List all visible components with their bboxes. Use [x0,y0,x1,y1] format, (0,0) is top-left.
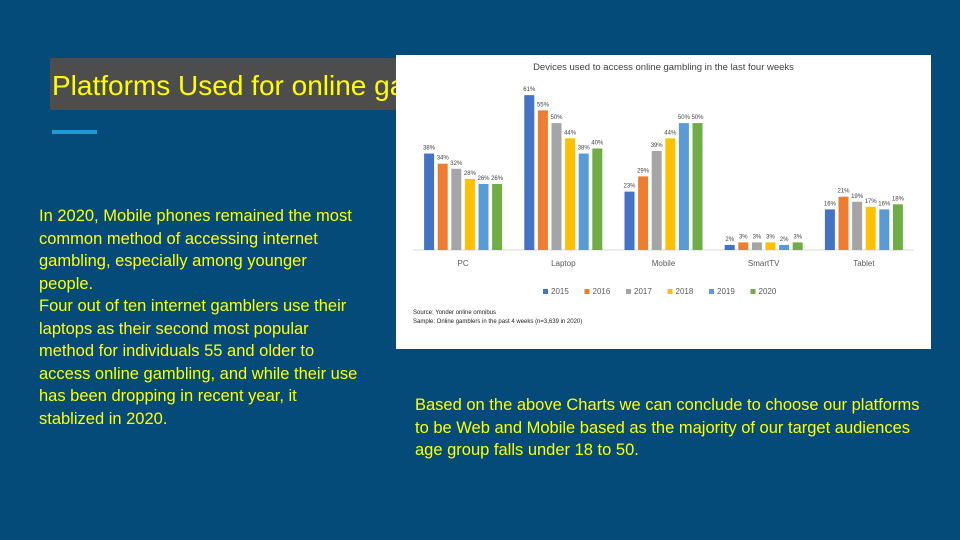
bar-tablet-2018 [865,206,876,250]
data-label: 29% [637,168,650,174]
legend-label-2020: 2020 [759,287,777,296]
data-label: 19% [851,194,864,200]
data-label: 2% [780,237,789,243]
data-label: 61% [523,87,536,93]
bar-laptop-2019 [578,153,589,250]
data-label: 38% [423,146,436,152]
legend-swatch-2015 [543,289,548,294]
bar-mobile-2019 [678,123,689,250]
legend-label-2015: 2015 [551,287,569,296]
data-label: 38% [578,146,591,152]
chart-title: Devices used to access online gambling i… [533,62,794,73]
data-label: 44% [564,130,577,136]
source-line: Source: Yonder online omnibus [413,310,497,316]
data-label: 2% [725,237,734,243]
legend-swatch-2020 [750,289,756,294]
data-label: 17% [865,199,878,205]
data-label: 50% [550,115,563,121]
bar-smarttv-2020 [792,242,803,250]
bar-laptop-2016 [537,110,548,250]
bar-pc-2019 [478,184,489,250]
bar-pc-2015 [424,153,435,250]
data-label: 3% [739,234,748,240]
bar-mobile-2015 [624,191,635,250]
category-label-smarttv: SmartTV [748,259,780,268]
bar-smarttv-2017 [751,242,762,250]
data-label: 16% [824,201,837,207]
data-label: 21% [837,189,850,195]
bar-laptop-2020 [592,148,603,250]
bar-chart: 38%34%32%28%26% 26%PC61%55%50%44%38%40%La… [413,87,914,296]
data-label: 50% [691,115,704,121]
data-label: 23% [623,184,636,190]
left-text-block: In 2020, Mobile phones remained the most… [39,205,359,430]
bar-smarttv-2015 [724,244,735,250]
conclusion-text: Based on the above Charts we can conclud… [415,396,920,459]
title-box: Platforms Used for online gambling [50,58,400,110]
bar-mobile-2016 [638,176,649,250]
paragraph-mobile: In 2020, Mobile phones remained the most… [39,207,352,293]
data-label: 3% [766,234,775,240]
legend-swatch-2019 [709,289,714,294]
data-label: 18% [892,196,905,202]
data-label: 32% [450,161,463,167]
legend-label-2019: 2019 [717,287,735,296]
bar-tablet-2020 [892,204,903,250]
chart-panel: Devices used to access online gambling i… [396,55,931,349]
bar-pc-2018 [464,178,475,250]
bar-laptop-2015 [524,95,535,251]
data-label: 3% [753,234,762,240]
slide-title: Platforms Used for online gambling [52,70,400,101]
data-label: 44% [664,130,677,136]
data-label: 26% [477,176,490,182]
bar-mobile-2018 [665,138,676,250]
bar-laptop-2017 [551,123,562,250]
bar-pc-2017 [451,168,462,250]
legend-label-2018: 2018 [676,287,694,296]
data-label: 50% [678,115,691,121]
data-label: 16% [878,201,891,207]
data-label: 3% [793,234,802,240]
bar-pc-2016 [437,163,448,250]
data-label: 55% [537,102,550,108]
bar-tablet-2017 [852,201,863,250]
data-label: 26% [491,176,504,182]
category-label-mobile: Mobile [652,259,676,268]
legend-label-2017: 2017 [634,287,652,296]
category-label-pc: PC [458,259,469,268]
bar-smarttv-2016 [738,242,749,250]
bar-tablet-2015 [824,209,835,250]
bar-tablet-2019 [879,209,890,250]
data-label: 34% [437,156,450,162]
bar-smarttv-2018 [765,242,776,250]
sample-line: Sample: Online gamblers in the past 4 we… [413,319,583,325]
bar-laptop-2018 [565,138,576,250]
bar-smarttv-2019 [779,244,790,250]
bar-tablet-2016 [838,196,849,250]
data-label: 40% [591,140,604,146]
legend-swatch-2017 [626,289,631,294]
bar-pc-2020 [492,184,503,250]
legend-swatch-2018 [667,289,673,294]
data-label: 39% [651,143,664,149]
category-label-tablet: Tablet [853,259,875,268]
chart-source: Source: Yonder online omnibus Sample: On… [413,309,582,327]
data-label: 28% [464,171,477,177]
bar-mobile-2017 [651,151,662,250]
paragraph-laptop: Four out of ten internet gamblers use th… [39,297,358,428]
bar-mobile-2020 [692,123,703,250]
legend-label-2016: 2016 [593,287,611,296]
accent-line [52,130,97,134]
category-label-laptop: Laptop [551,259,576,268]
legend-swatch-2016 [584,289,590,294]
